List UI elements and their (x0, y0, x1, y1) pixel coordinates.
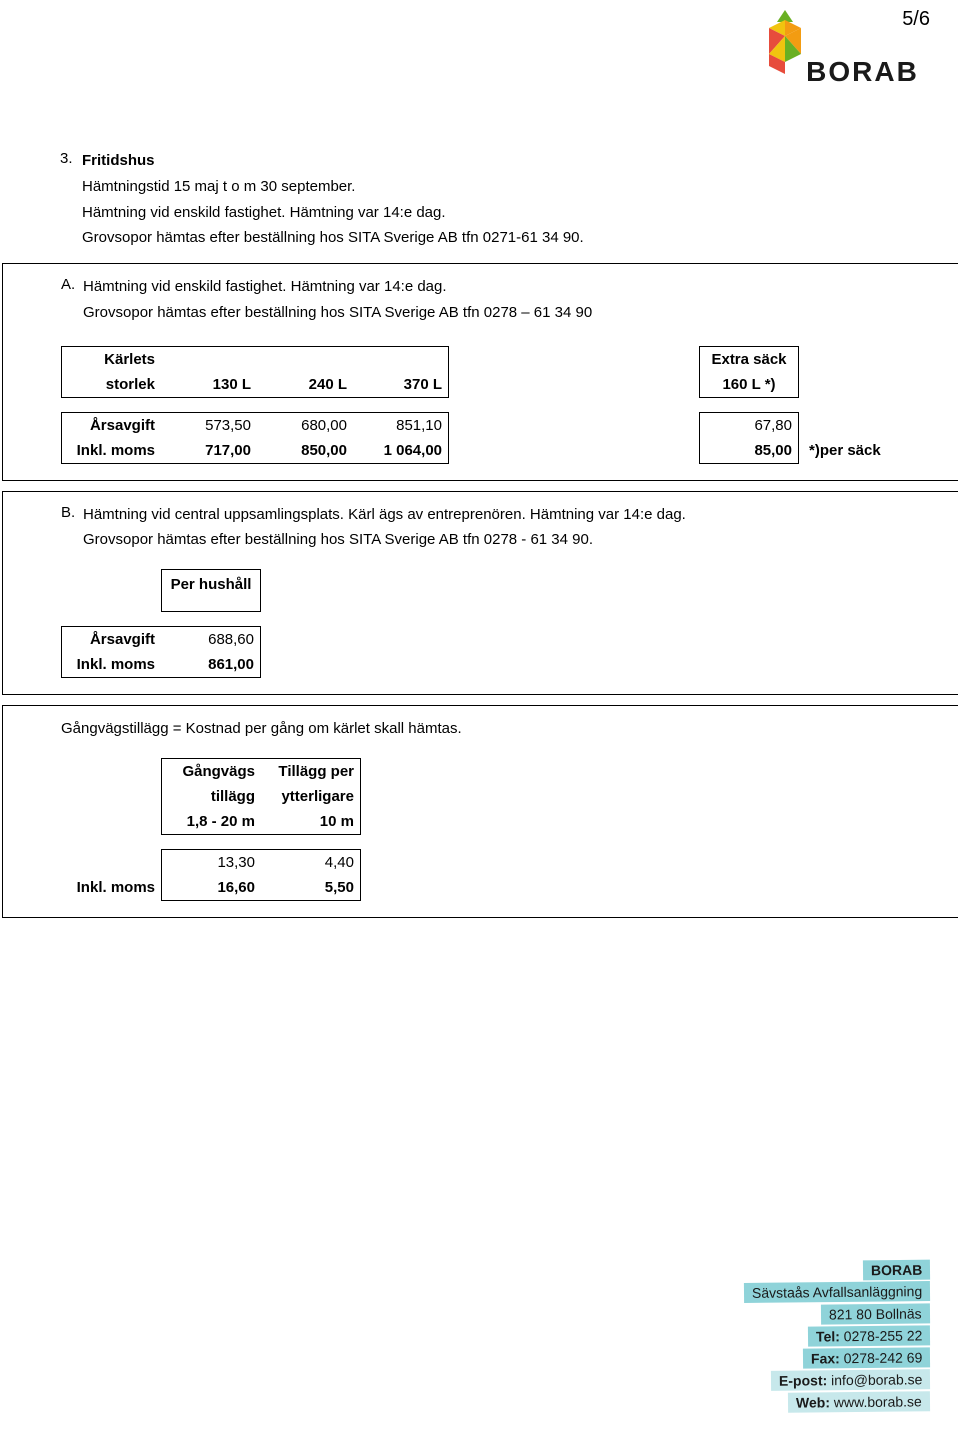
box-b-line: Grovsopor hämtas efter beställning hos S… (83, 529, 942, 551)
gap (449, 412, 699, 438)
box-a: A. Hämtning vid enskild fastighet. Hämtn… (2, 263, 958, 481)
section-line: Grovsopor hämtas efter beställning hos S… (82, 227, 930, 249)
th-col (353, 346, 449, 372)
row-label (61, 849, 161, 875)
box-b: B. Hämtning vid central uppsamlingsplats… (2, 491, 958, 696)
row-label: Inkl. moms (61, 438, 161, 464)
th-blank (61, 569, 161, 612)
footer-line: BORAB (863, 1260, 931, 1281)
th-note (799, 346, 889, 372)
th-label-bot: storlek (61, 372, 161, 398)
box-a-marker: A. (61, 276, 83, 328)
cell: 13,30 (161, 849, 261, 875)
box-a-line: Grovsopor hämtas efter beställning hos S… (83, 302, 942, 324)
th-extra-bot: 160 L *) (699, 372, 799, 398)
cell: 1 064,00 (353, 438, 449, 464)
section-line: Hämtningstid 15 maj t o m 30 september. (82, 176, 930, 198)
cell: 688,60 (161, 626, 261, 652)
row-label: Inkl. moms (61, 875, 161, 901)
table-c: Gångvägs Tillägg per tillägg ytterligare… (61, 758, 942, 901)
th-blank (61, 758, 161, 784)
content: 3. Fritidshus Hämtningstid 15 maj t o m … (60, 150, 930, 918)
cell: 16,60 (161, 875, 261, 901)
brand-logo: BORAB (745, 10, 930, 88)
box-a-line: Hämtning vid enskild fastighet. Hämtning… (83, 276, 942, 298)
cell-note (799, 412, 889, 438)
th-per-hushall: Per hushåll (161, 569, 261, 612)
section-3: 3. Fritidshus Hämtningstid 15 maj t o m … (60, 150, 930, 253)
footer-line: Tel: 0278-255 22 (808, 1325, 931, 1346)
th-note (799, 372, 889, 398)
th: Tillägg per (261, 758, 361, 784)
footer-line: Web: www.borab.se (788, 1391, 930, 1412)
th-col: 130 L (161, 372, 257, 398)
cell: 5,50 (261, 875, 361, 901)
th-blank (61, 784, 161, 809)
cell: 67,80 (699, 412, 799, 438)
th: 1,8 - 20 m (161, 809, 261, 835)
row-label: Inkl. moms (61, 652, 161, 678)
footer-line: E-post: info@borab.se (771, 1369, 931, 1391)
cell: 4,40 (261, 849, 361, 875)
th: tillägg (161, 784, 261, 809)
cell: 717,00 (161, 438, 257, 464)
box-c-intro: Gångvägstillägg = Kostnad per gång om kä… (61, 718, 942, 740)
gap (449, 438, 699, 464)
th: 10 m (261, 809, 361, 835)
th-label-top: Kärlets (61, 346, 161, 372)
section-line: Hämtning vid enskild fastighet. Hämtning… (82, 202, 930, 224)
box-b-line: Hämtning vid central uppsamlingsplats. K… (83, 504, 942, 526)
table-b: Per hushåll Årsavgift 688,60 Inkl. moms … (61, 569, 942, 678)
page: 5/6 BORAB 3. Fritidshus Hämtningstid 15 … (0, 0, 960, 1432)
th-col (161, 346, 257, 372)
box-b-marker: B. (61, 504, 83, 556)
cell: 85,00 (699, 438, 799, 464)
footer-line: Sävstaås Avfallsanläggning (744, 1281, 930, 1303)
borab-logo-icon (757, 10, 813, 76)
cell: 680,00 (257, 412, 353, 438)
cell: 573,50 (161, 412, 257, 438)
footer: BORAB Sävstaås Avfallsanläggning 821 80 … (744, 1258, 930, 1412)
row-label: Årsavgift (61, 412, 161, 438)
cell: 850,00 (257, 438, 353, 464)
th-col: 370 L (353, 372, 449, 398)
brand-name: BORAB (806, 56, 919, 88)
box-c: Gångvägstillägg = Kostnad per gång om kä… (2, 705, 958, 918)
th-col (257, 346, 353, 372)
gap (449, 346, 699, 372)
table-a: Kärlets Extra säck storlek 130 L 240 L 3… (61, 346, 942, 464)
cell: 851,10 (353, 412, 449, 438)
th-extra-top: Extra säck (699, 346, 799, 372)
th: Gångvägs (161, 758, 261, 784)
row-label: Årsavgift (61, 626, 161, 652)
section-marker: 3. (60, 150, 82, 253)
cell-note: *)per säck (799, 438, 889, 464)
footer-line: Fax: 0278-242 69 (803, 1347, 931, 1368)
cell: 861,00 (161, 652, 261, 678)
th-blank (61, 809, 161, 835)
th: ytterligare (261, 784, 361, 809)
th-col: 240 L (257, 372, 353, 398)
footer-line: 821 80 Bollnäs (821, 1303, 930, 1324)
section-title: Fritidshus (82, 150, 930, 172)
gap (449, 372, 699, 398)
